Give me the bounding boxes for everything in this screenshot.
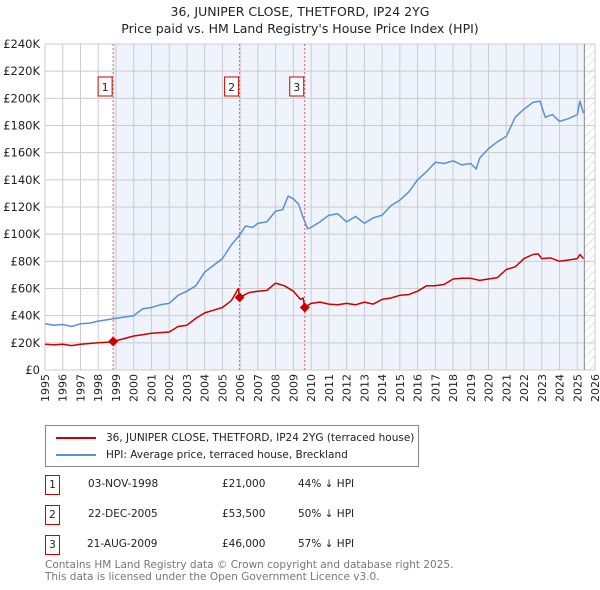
legend-item-property: 36, JUNIPER CLOSE, THETFORD, IP24 2YG (t… <box>56 430 414 446</box>
sale-label-box <box>224 76 240 97</box>
x-tick-label: 2020 <box>483 374 496 402</box>
x-tick-label: 2012 <box>341 374 354 402</box>
price-chart: 1 2 3 1995 1996 1997 1998 1999 2000 2001 2002 2003 2… <box>3 37 600 402</box>
y-tick-label: £200K <box>3 91 40 105</box>
sale-hpi-diff: 50% ↓ HPI <box>298 508 355 520</box>
sale-hpi-diff: 44% ↓ HPI <box>298 478 355 490</box>
x-tick-label: 2025 <box>571 374 584 402</box>
sale-point <box>108 336 119 347</box>
sale-date: 22-DEC-2005 <box>88 508 158 520</box>
x-tick-label: 2023 <box>536 374 549 402</box>
y-tick-label: £240K <box>3 37 40 51</box>
sale-price: £21,000 <box>222 478 266 490</box>
x-tick-label: 2006 <box>234 374 247 402</box>
sale-date: 03-NOV-1998 <box>88 478 159 490</box>
y-tick-label: £160K <box>3 146 40 160</box>
hpi-line <box>44 100 585 328</box>
x-tick-label: 1999 <box>110 374 123 402</box>
x-tick-label: 2015 <box>394 374 407 402</box>
x-tick-label: 2010 <box>305 374 318 402</box>
chart-title: 36, JUNIPER CLOSE, THETFORD, IP24 2YG <box>170 4 430 19</box>
sale-label: 2 <box>228 81 235 94</box>
x-tick-label: 2002 <box>163 374 176 402</box>
x-tick-label: 2000 <box>128 374 141 402</box>
y-tick-label: £0 <box>25 363 40 377</box>
x-tick-label: 2014 <box>376 374 389 402</box>
x-tick-label: 2003 <box>181 374 194 402</box>
y-tick-label: £220K <box>3 64 40 78</box>
y-tick-label: £120K <box>3 200 40 214</box>
sale-price: £53,500 <box>222 508 266 520</box>
sale-point <box>299 302 310 313</box>
y-tick-label: £100K <box>3 227 40 241</box>
property-line <box>44 253 585 347</box>
chart-subtitle: Price paid vs. HM Land Registry's House … <box>121 21 479 36</box>
x-tick-label: 2004 <box>199 374 212 402</box>
footer: Contains HM Land Registry data © Crown c… <box>45 559 453 583</box>
x-tick-label: 2024 <box>554 374 567 402</box>
x-tick-label: 2013 <box>358 374 371 402</box>
y-tick-label: £180K <box>3 119 40 133</box>
x-tick-label: 2021 <box>500 374 513 402</box>
x-tick-label: 2011 <box>323 374 336 402</box>
x-tick-label: 2016 <box>412 374 425 402</box>
x-tick-label: 2017 <box>429 374 442 402</box>
sale-label-box <box>97 76 113 97</box>
x-tick-label: 2026 <box>589 374 600 402</box>
x-tick-label: 1995 <box>39 374 52 402</box>
sale-number: 2 <box>45 505 60 525</box>
y-tick-label: £140K <box>3 173 40 187</box>
sale-label: 3 <box>293 81 300 94</box>
legend-label-hpi: HPI: Average price, terraced house, Brec… <box>106 449 348 461</box>
y-tick-label: £80K <box>11 254 41 268</box>
sale-point <box>234 292 245 303</box>
x-tick-label: 2019 <box>465 374 478 402</box>
legend-label-property: 36, JUNIPER CLOSE, THETFORD, IP24 2YG (t… <box>106 432 415 444</box>
x-tick-label: 2001 <box>145 374 158 402</box>
sale-label-box <box>289 76 305 97</box>
sale-date: 21-AUG-2009 <box>87 538 158 550</box>
sale-number: 3 <box>45 535 60 555</box>
x-tick-label: 2009 <box>287 374 300 402</box>
legend-swatch-hpi <box>56 454 96 456</box>
legend-swatch-property <box>56 437 96 439</box>
x-tick-label: 1997 <box>74 374 87 402</box>
y-tick-label: £40K <box>11 309 41 323</box>
x-tick-label: 2005 <box>216 374 229 402</box>
sale-price: £46,000 <box>222 538 266 550</box>
y-tick-label: £60K <box>11 282 41 296</box>
x-tick-label: 2007 <box>252 374 265 402</box>
footer-licence: This data is licensed under the Open Gov… <box>45 571 380 583</box>
x-tick-label: 2008 <box>270 374 283 402</box>
sale-label: 1 <box>102 81 109 94</box>
legend-item-hpi: HPI: Average price, terraced house, Brec… <box>56 447 348 463</box>
footer-copyright: Contains HM Land Registry data © Crown c… <box>45 559 454 571</box>
y-tick-label: £20K <box>11 336 41 350</box>
x-tick-label: 2018 <box>447 374 460 402</box>
chart-legend: 36, JUNIPER CLOSE, THETFORD, IP24 2YG (t… <box>45 425 419 467</box>
x-tick-label: 2022 <box>518 374 531 402</box>
sale-hpi-diff: 57% ↓ HPI <box>298 538 355 550</box>
x-tick-label: 1998 <box>92 374 105 402</box>
x-tick-label: 1996 <box>57 374 70 402</box>
sale-number: 1 <box>45 475 60 495</box>
